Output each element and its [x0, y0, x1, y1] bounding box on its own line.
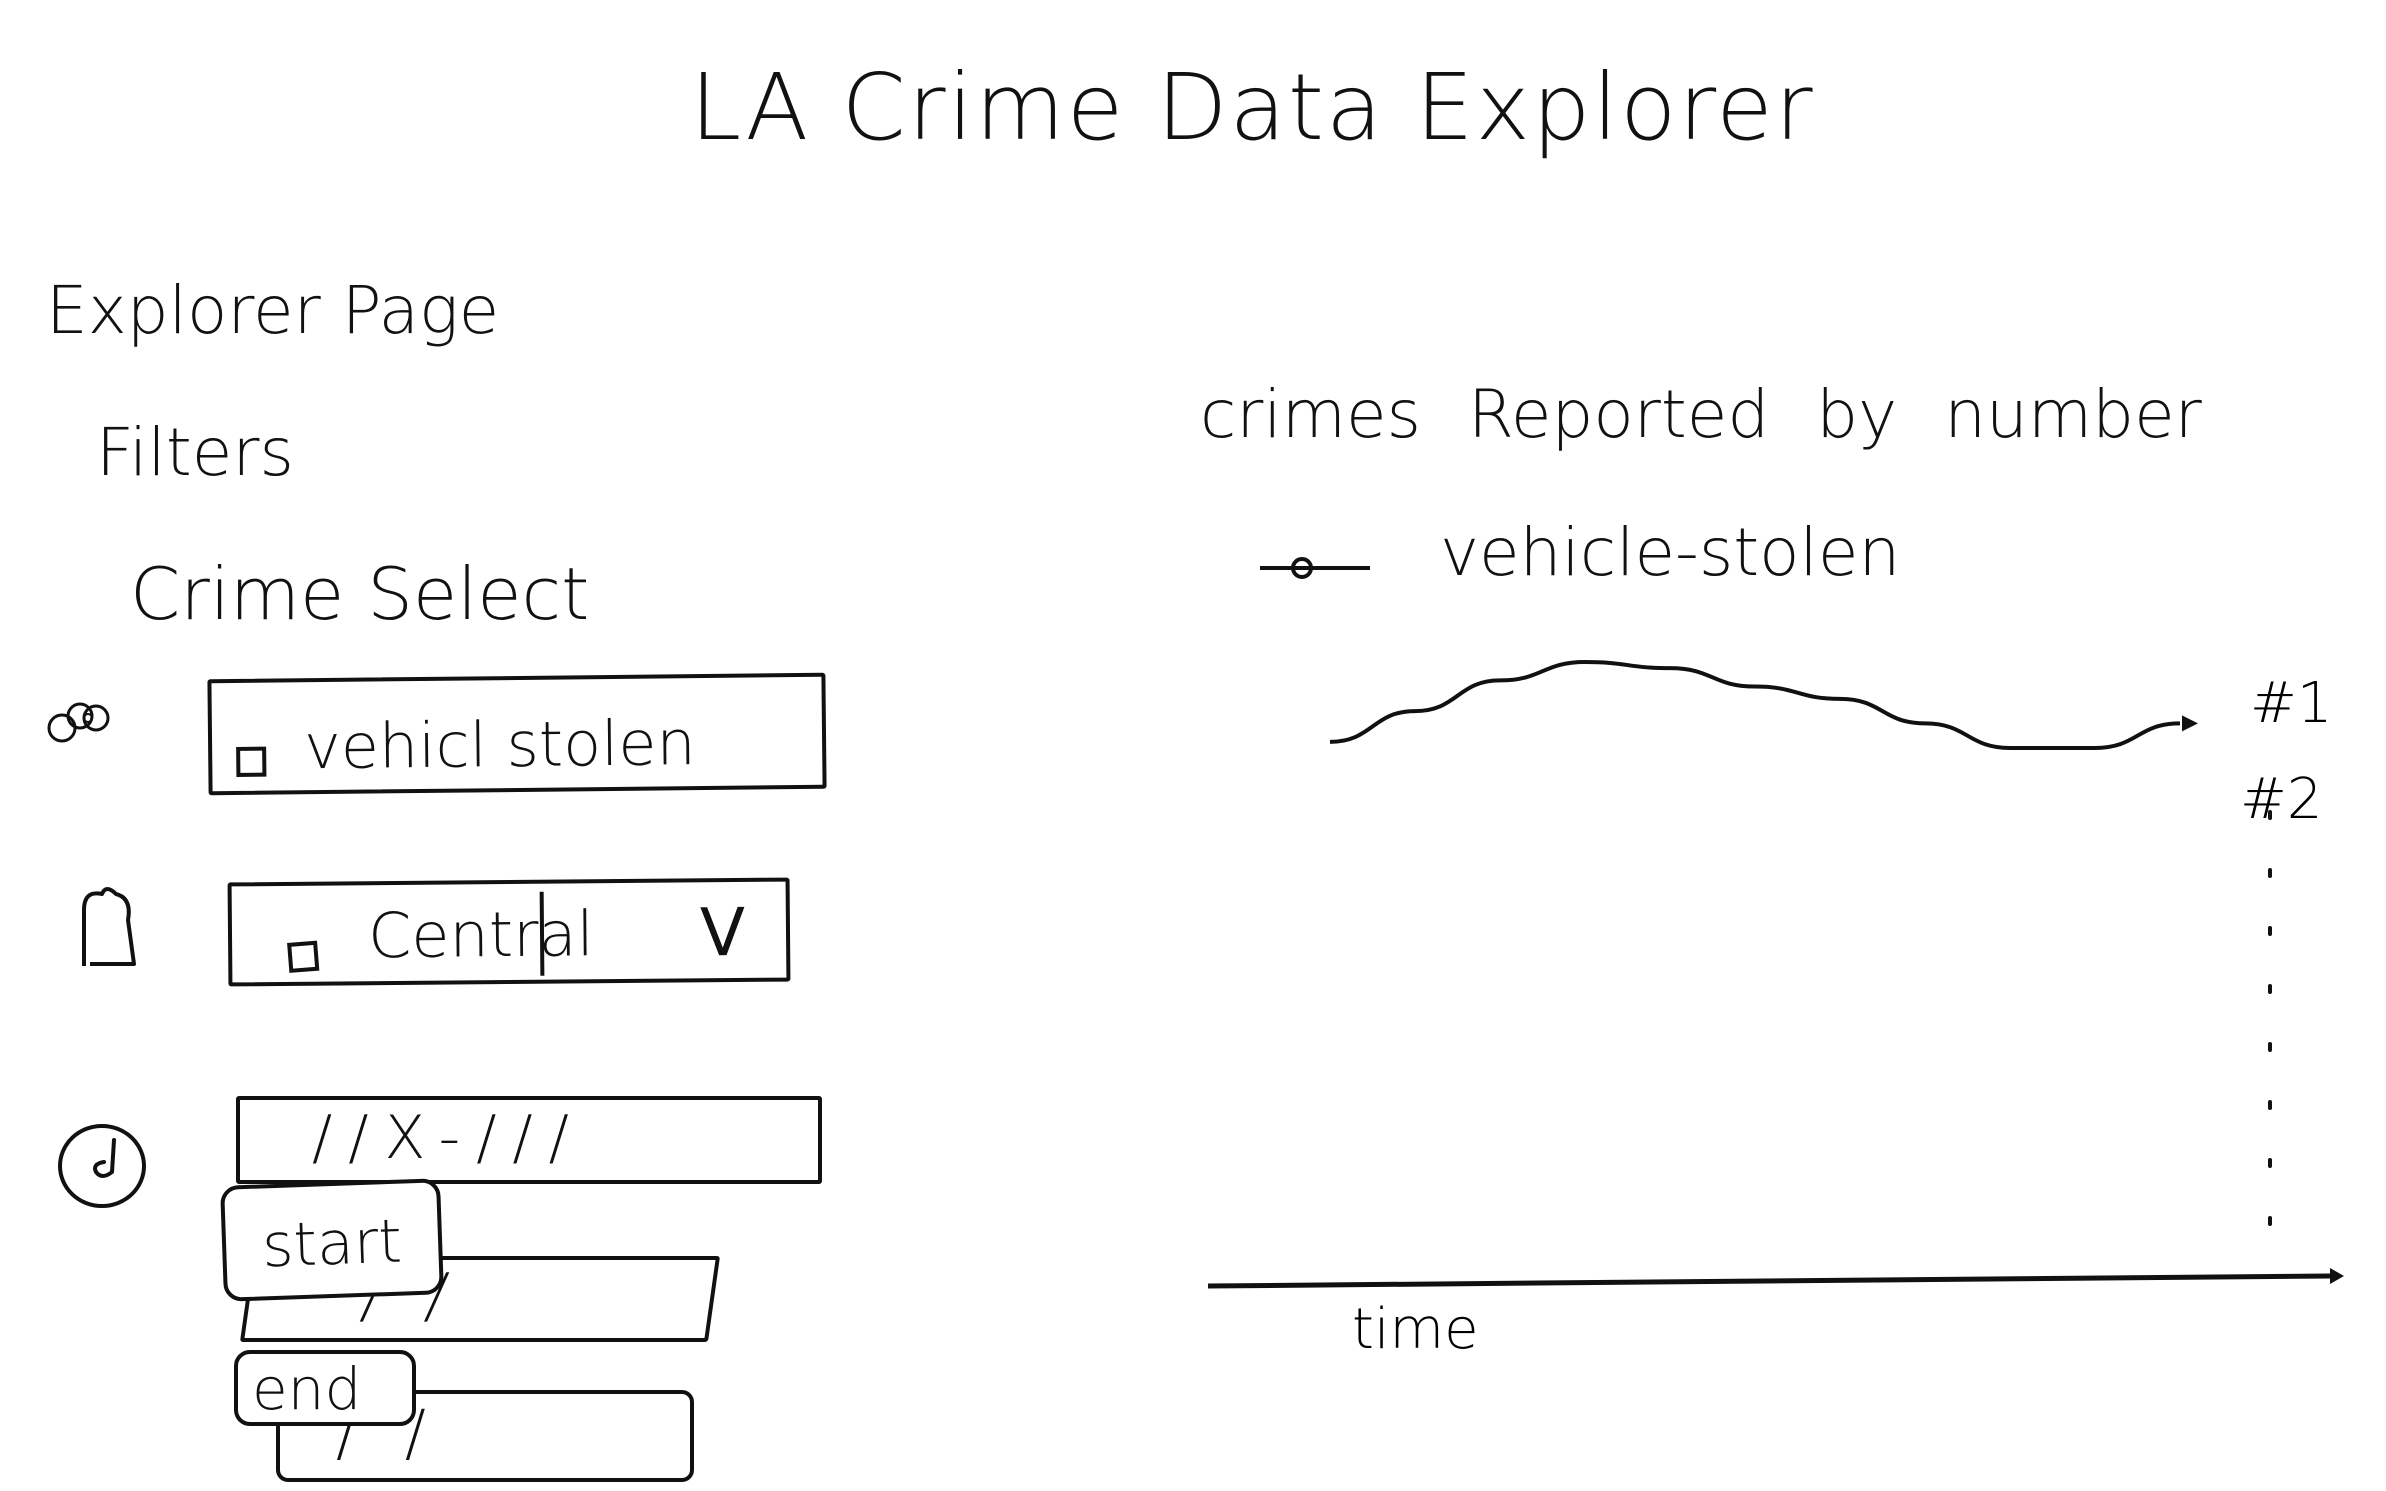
end-date-label: end — [234, 1350, 416, 1426]
y-tick-label: #2 — [2240, 767, 2323, 832]
line-chart: #1 #2 time — [1207, 659, 2344, 1360]
crime-type-value: vehicl stolen — [303, 706, 697, 784]
chevron-down-icon[interactable]: V — [699, 893, 746, 972]
area-select-dropdown[interactable]: Central V — [227, 877, 791, 987]
legend-line-marker — [1260, 557, 1370, 579]
start-label-text: start — [260, 1206, 404, 1282]
start-date-label: start — [220, 1178, 444, 1302]
filters-heading: Filters — [96, 414, 294, 491]
location-pin-icon — [82, 887, 136, 966]
x-axis-arrowhead — [2330, 1268, 2344, 1284]
chart-title: crimes Reported by number — [1200, 376, 2202, 453]
legend-label: vehicle-stolen — [1440, 514, 1901, 591]
crime-type-select[interactable]: vehicl stolen — [207, 672, 827, 796]
dropdown-divider — [539, 891, 545, 976]
series-line-vehicle-stolen — [1329, 659, 2181, 750]
filter-icon — [47, 702, 110, 743]
x-axis — [1207, 1273, 2331, 1289]
crime-select-heading: Crime Select — [130, 552, 590, 636]
date-range-input[interactable]: //X-/// — [236, 1096, 822, 1184]
date-range-value: //X-/// — [312, 1103, 585, 1173]
area-value: Central — [367, 897, 595, 973]
series-arrowhead — [2182, 715, 2198, 732]
crime-type-checkbox[interactable] — [236, 746, 267, 777]
page-heading: Explorer Page — [46, 272, 500, 349]
app-title: LA Crime Data Explorer — [690, 54, 1815, 161]
y-tick-label: #1 — [2250, 671, 2333, 736]
end-label-text: end — [252, 1355, 362, 1423]
area-checkbox[interactable] — [287, 940, 320, 973]
clock-icon — [58, 1124, 146, 1208]
x-axis-label: time — [1352, 1297, 1479, 1360]
